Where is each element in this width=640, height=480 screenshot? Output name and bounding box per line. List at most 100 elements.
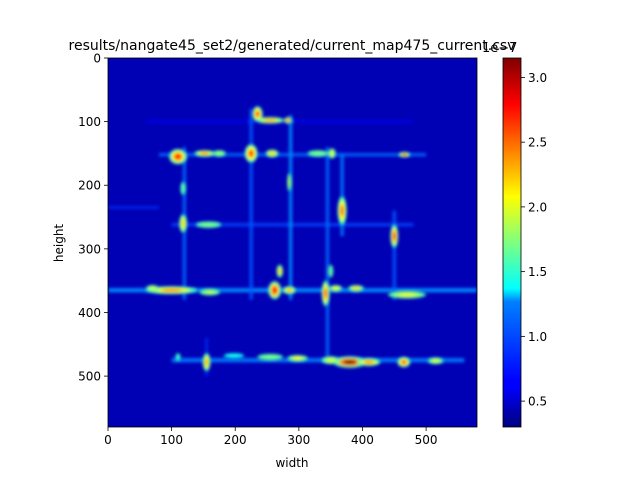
heatmap-hotspot-9 (328, 148, 336, 159)
x-axis-label: width (275, 456, 308, 470)
heatmap-hotspot-16 (390, 224, 399, 248)
heatmap-hotspot-26 (328, 264, 334, 278)
hotspot-7-ring-2 (216, 152, 223, 155)
x-tick-label-4: 400 (351, 433, 374, 447)
hotspot-36-ring-2 (176, 355, 180, 359)
x-tick-label-5: 500 (415, 433, 438, 447)
hotspot-8-ring-2 (313, 152, 323, 155)
heatmap-hotspot-36 (175, 353, 181, 361)
heatmap-line-2 (158, 153, 427, 157)
y-tick-label-0: 0 (93, 52, 101, 66)
hotspot-11-ring-2 (287, 178, 291, 186)
heatmap-hotspots (146, 106, 444, 372)
heatmap-line-10 (340, 153, 344, 237)
y-tick-label-4: 400 (78, 306, 101, 320)
y-tick-label-2: 200 (78, 179, 101, 193)
hotspot-9-ring-2 (330, 151, 334, 156)
heatmap-hotspot-14 (179, 214, 187, 233)
hotspot-37-ring-2 (229, 354, 239, 358)
heatmap-hotspot-32 (257, 353, 283, 361)
heatmap-hotspot-28 (333, 356, 367, 368)
hotspot-35-ring-2 (432, 359, 439, 363)
hotspot-4-ring-2 (269, 151, 275, 156)
heatmap-hotspot-12 (180, 182, 186, 195)
hotspot-17-ring-2 (272, 286, 278, 294)
colorbar-gradient (503, 58, 521, 427)
y-axis-ticks: 0 100 200 300 400 500 (78, 52, 108, 384)
hotspot-0-ring-2 (255, 110, 260, 118)
heatmap-line-11 (392, 210, 396, 300)
colorbar-tick-label-5: 3.0 (528, 71, 547, 85)
hotspot-13-ring-2 (340, 204, 344, 217)
heatmap-hotspot-4 (265, 149, 279, 158)
x-tick-label-3: 300 (287, 433, 310, 447)
heatmap-hotspot-15 (195, 221, 222, 228)
heatmap-hotspot-22 (199, 288, 220, 296)
heatmap-hotspot-29 (357, 358, 381, 366)
hotspot-10-ring-2 (402, 153, 407, 157)
hotspot-1-ring-2 (264, 118, 277, 122)
heatmap-hotspot-24 (329, 285, 343, 292)
hotspot-3-ring-2 (248, 149, 254, 158)
hotspot-2-ring-2 (286, 118, 290, 122)
heatmap-line-1 (171, 358, 465, 363)
colorbar-offset-text: 1e−7 (482, 41, 517, 56)
hotspot-22-ring-2 (205, 290, 215, 294)
heatmap-hotspot-23 (321, 280, 330, 307)
colorbar-tick-label-3: 2.0 (528, 200, 547, 214)
heatmap-line-8 (289, 115, 293, 300)
heatmap-hotspot-17 (268, 281, 282, 300)
heatmap-hotspot-31 (287, 355, 308, 362)
hotspot-27-ring-2 (399, 293, 416, 297)
heatmap-hotspot-0 (252, 106, 263, 122)
heatmap-hotspot-37 (223, 353, 245, 359)
heatmap-hotspot-11 (287, 173, 292, 191)
y-tick-label-1: 100 (78, 115, 101, 129)
hotspot-32-ring-2 (264, 355, 276, 359)
heatmap-hotspot-30 (321, 356, 340, 365)
heatmap-hotspot-21 (146, 285, 159, 292)
hotspot-25-ring-2 (352, 286, 360, 290)
hotspot-30-ring-2 (326, 358, 335, 362)
hotspot-15-ring-2 (203, 223, 214, 227)
hotspot-33-ring-2 (205, 358, 209, 366)
hotspot-18-ring-2 (278, 268, 282, 274)
colorbar-frame (502, 57, 522, 428)
heatmap-hotspot-3 (244, 144, 258, 163)
heatmap-background (108, 58, 477, 427)
heatmap-hotspot-5 (169, 148, 187, 165)
hotspot-5-ring-2 (174, 153, 182, 160)
y-tick-label-5: 500 (78, 370, 101, 384)
hotspot-34-ring-2 (401, 359, 407, 365)
colorbar-tick-label-0: 0.5 (528, 395, 547, 409)
heatmap-line-9 (325, 147, 329, 358)
y-tick-label-3: 300 (78, 242, 101, 256)
heatmap-hotspot-20 (146, 286, 198, 295)
colorbar-tick-label-4: 2.5 (528, 136, 547, 150)
heatmap-hotspot-8 (307, 150, 329, 157)
hotspot-20-ring-2 (160, 288, 183, 292)
heatmap-line-3 (171, 223, 414, 227)
heatmap-hotspot-13 (337, 196, 347, 225)
x-axis-ticks: 0 100 200 300 400 500 (104, 427, 438, 447)
hotspot-16-ring-2 (392, 231, 396, 241)
heatmap-hotspot-27 (387, 290, 427, 299)
hotspot-6-ring-2 (200, 152, 209, 155)
colorbar-ticks: 0.5 1.0 1.5 2.0 2.5 3.0 (521, 71, 547, 409)
heatmap-hotspot-33 (202, 353, 211, 372)
hotspot-26-ring-2 (329, 268, 333, 274)
colorbar-tick-label-1: 1.0 (528, 330, 547, 344)
heatmap-hotspot-2 (284, 117, 292, 124)
heatmap-hotspot-34 (397, 357, 411, 368)
heatmap-hotspot-18 (276, 264, 283, 278)
colorbar: 0.5 1.0 1.5 2.0 2.5 3.0 1e−7 (482, 41, 547, 428)
hotspot-24-ring-2 (333, 286, 339, 290)
heatmap-hotspot-10 (398, 152, 411, 158)
hotspot-29-ring-2 (364, 360, 374, 364)
heatmap-plot-area (108, 58, 477, 427)
heatmap-hotspot-19 (282, 286, 296, 295)
heatmap-hotspot-25 (348, 285, 364, 292)
heatmap-hotspot-35 (428, 357, 444, 365)
x-tick-label-2: 200 (224, 433, 247, 447)
